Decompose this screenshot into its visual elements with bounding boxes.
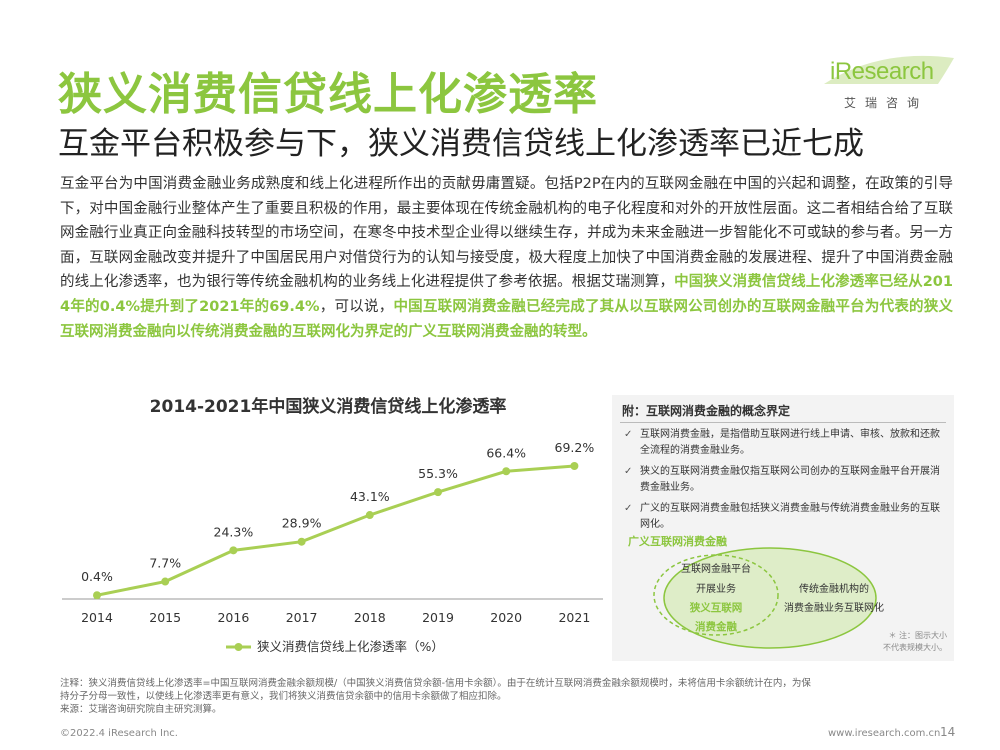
- footnote-line-2: 持分子分母一致性，以使线上化渗透率更有意义，我们将狭义消费信贷余额中的信用卡余额…: [60, 691, 507, 702]
- panel-item-text: 狭义的互联网消费金融仅指互联网公司创办的互联网金融平台开展消费金融业务。: [640, 466, 940, 493]
- data-label: 55.3%: [418, 466, 458, 481]
- data-point: [502, 467, 511, 476]
- narrow-ellipse: [653, 554, 779, 636]
- data-point: [434, 488, 442, 497]
- intro-paragraph: 互金平台为中国消费金融业务成熟度和线上化进程所作出的贡献毋庸置疑。包括P2P在内…: [60, 172, 953, 344]
- inner-label-1: 互联网金融平台: [681, 562, 751, 575]
- page-title: 狭义消费信贷线上化渗透率: [58, 69, 598, 120]
- diagram-note-1: ＊ 注：图示大小: [888, 630, 947, 640]
- intro-text-2: ，可以说，: [319, 298, 394, 315]
- traditional-label-2: 消费金融业务互联网化: [784, 601, 884, 614]
- panel-item: ✓ 广义的互联网消费金融包括狭义消费金融与传统消费金融业务的互联网化。: [620, 501, 946, 533]
- broad-label: 广义互联网消费金融: [628, 534, 727, 548]
- data-label: 7.7%: [149, 556, 181, 571]
- page-subtitle: 互金平台积极参与下，狭义消费信贷线上化渗透率已近七成: [58, 126, 864, 162]
- concept-venn-diagram: 广义互联网消费金融 互联网金融平台 开展业务 狭义互联网 消费金融 传统金融机构…: [628, 534, 947, 652]
- panel-item-text: 广义的互联网消费金融包括狭义消费金融与传统消费金融业务的互联网化。: [640, 503, 940, 530]
- copyright: ©2022.4 iResearch Inc.: [60, 728, 178, 739]
- page-number: 14: [940, 725, 956, 739]
- data-point: [93, 591, 101, 600]
- data-label: 24.3%: [214, 524, 254, 539]
- diagram-note-2: 不代表规模大小。: [883, 642, 947, 652]
- panel-list: ✓ 互联网消费金融，是指借助互联网进行线上申请、审核、放款和还款全流程的消费金融业…: [620, 427, 946, 538]
- data-point: [570, 462, 579, 470]
- panel-item-text: 互联网消费金融，是指借助互联网进行线上申请、审核、放款和还款全流程的消费金融业务…: [640, 429, 940, 456]
- check-icon: ✓: [624, 503, 633, 514]
- panel-divider: [620, 422, 946, 423]
- footnote-source: 来源：艾瑞咨询研究院自主研究测算。: [60, 704, 222, 715]
- x-tick-label: 2018: [354, 610, 386, 625]
- panel-item: ✓ 互联网消费金融，是指借助互联网进行线上申请、审核、放款和还款全流程的消费金融业…: [620, 427, 946, 459]
- narrow-label-2: 消费金融: [695, 620, 737, 633]
- traditional-label-1: 传统金融机构的: [799, 582, 869, 595]
- chart-title: 2014-2021年中国狭义消费信贷线上化渗透率: [149, 397, 507, 417]
- data-point: [161, 577, 170, 586]
- footer-url: www.iresearch.com.cn: [828, 728, 941, 739]
- narrow-label-1: 狭义互联网: [689, 601, 743, 614]
- footer-notes: 注释：狭义消费信贷线上化渗透率=中国互联网消费金融余额规模/（中国狭义消费信贷余…: [60, 677, 955, 716]
- data-label: 28.9%: [282, 516, 322, 531]
- panel-item: ✓ 狭义的互联网消费金融仅指互联网公司创办的互联网金融平台开展消费金融业务。: [620, 464, 946, 496]
- x-tick-label: 2019: [422, 610, 454, 625]
- data-label: 43.1%: [350, 489, 390, 504]
- footnote-line-1: 注释：狭义消费信贷线上化渗透率=中国互联网消费金融余额规模/（中国狭义消费信贷余…: [60, 678, 811, 689]
- data-point: [365, 511, 374, 520]
- data-label: 0.4%: [81, 569, 113, 584]
- legend-marker: [234, 643, 243, 651]
- concept-panel: 附：互联网消费金融的概念界定 ✓ 互联网消费金融，是指借助互联网进行线上申请、审核…: [612, 395, 954, 661]
- series-line: [96, 464, 575, 597]
- iresearch-logo: iResearch 艾瑞咨询: [820, 54, 960, 114]
- panel-title: 附：互联网消费金融的概念界定: [622, 404, 791, 418]
- intro-highlight-1: 中国狭义消费信贷线上化渗透率已经从2014年的0.4%提升到了2021年的69.…: [60, 274, 953, 315]
- check-icon: ✓: [624, 429, 633, 440]
- intro-text-1: 互金平台为中国消费金融业务成熟度和线上化进程所作出的贡献毋庸置疑。包括P2P在内…: [60, 176, 953, 291]
- data-point: [229, 546, 238, 555]
- x-tick-label: 2021: [558, 610, 590, 625]
- x-tick-label: 2014: [81, 610, 113, 625]
- inner-label-2: 开展业务: [696, 582, 736, 595]
- check-icon: ✓: [624, 466, 633, 477]
- logo-leaf-icon: [824, 55, 954, 84]
- data-label: 66.4%: [486, 445, 526, 460]
- broad-ellipse: [663, 547, 877, 649]
- logo-chinese: 艾瑞咨询: [844, 96, 929, 110]
- legend-label: 狭义消费信贷线上化渗透率（%）: [257, 639, 444, 654]
- x-tick-label: 2016: [217, 610, 249, 625]
- x-tick-label: 2015: [149, 610, 181, 625]
- x-tick-label: 2020: [490, 610, 522, 625]
- x-tick-label: 2017: [286, 610, 318, 625]
- data-label: 69.2%: [555, 440, 595, 455]
- logo-wordmark: iResearch: [830, 58, 934, 85]
- data-point: [297, 537, 306, 546]
- intro-highlight-2: 中国互联网消费金融已经完成了其从以互联网公司创办的互联网金融平台为代表的狭义互联…: [60, 298, 954, 340]
